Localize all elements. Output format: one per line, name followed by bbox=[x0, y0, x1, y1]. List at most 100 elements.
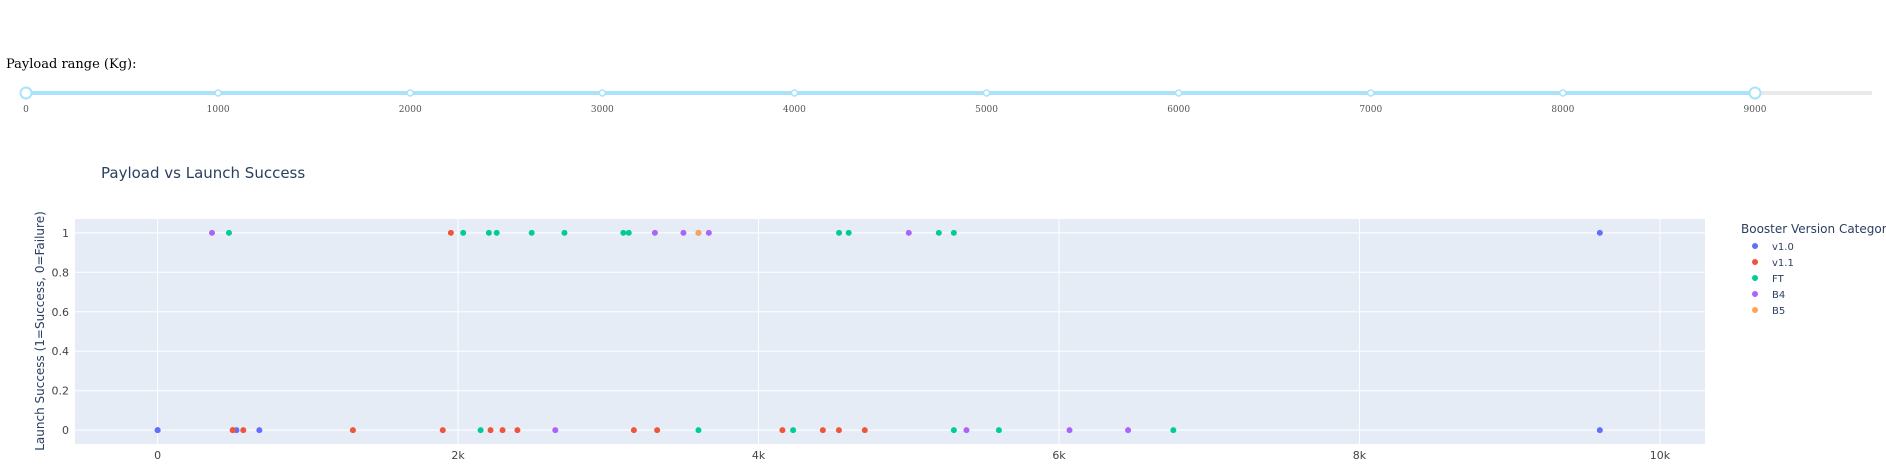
slider-mark-label[interactable]: 5000 bbox=[975, 105, 998, 115]
point-v1.1[interactable] bbox=[487, 427, 494, 434]
point-FT[interactable] bbox=[225, 229, 232, 236]
x-tick-label: 0 bbox=[154, 449, 161, 462]
point-v1.1[interactable] bbox=[514, 427, 521, 434]
y-tick-label: 0.8 bbox=[52, 266, 70, 279]
slider-mark-label[interactable]: 0 bbox=[23, 105, 29, 115]
legend-title: Booster Version Category bbox=[1741, 222, 1886, 236]
y-tick-label: 0 bbox=[62, 424, 69, 437]
point-B4[interactable] bbox=[552, 427, 559, 434]
point-B4[interactable] bbox=[905, 229, 912, 236]
point-v1.1[interactable] bbox=[439, 427, 446, 434]
slider-mark-dot[interactable] bbox=[1367, 89, 1375, 97]
slider-mark-label[interactable]: 6000 bbox=[1167, 105, 1190, 115]
y-axis-ticks: 0 0.2 0.4 0.6 0.8 1 bbox=[52, 227, 70, 437]
point-FT[interactable] bbox=[528, 229, 535, 236]
slider-label: Payload range (Kg): bbox=[6, 57, 137, 72]
point-FT[interactable] bbox=[845, 229, 852, 236]
point-v1.0[interactable] bbox=[1596, 229, 1603, 236]
point-B4[interactable] bbox=[680, 229, 687, 236]
slider-mark-label[interactable]: 8000 bbox=[1551, 105, 1574, 115]
legend-entry[interactable]: FT bbox=[1772, 274, 1785, 285]
point-v1.1[interactable] bbox=[630, 427, 637, 434]
legend-entry[interactable]: B4 bbox=[1772, 290, 1785, 301]
y-tick-label: 1 bbox=[62, 227, 69, 240]
point-B4[interactable] bbox=[705, 229, 712, 236]
legend-marker[interactable] bbox=[1752, 291, 1758, 297]
legend: v1.0 v1.1 FT B4 B5 bbox=[1752, 242, 1794, 317]
x-tick-label: 8k bbox=[1353, 449, 1367, 462]
legend-entry[interactable]: v1.0 bbox=[1772, 242, 1794, 253]
payload-range-slider[interactable]: 0 1000 2000 3000 4000 5000 6000 7000 8000 9000 bbox=[0, 78, 1886, 118]
point-v1.1[interactable] bbox=[779, 427, 786, 434]
point-v1.0[interactable] bbox=[1596, 427, 1603, 434]
x-tick-label: 2k bbox=[451, 449, 465, 462]
slider-mark-dot[interactable] bbox=[790, 89, 799, 97]
y-axis-title: Launch Success (1=Success, 0=Failure) bbox=[33, 211, 47, 451]
legend-marker[interactable] bbox=[1752, 307, 1758, 313]
point-v1.1[interactable] bbox=[861, 427, 868, 434]
point-FT[interactable] bbox=[477, 427, 484, 434]
point-v1.1[interactable] bbox=[447, 229, 454, 236]
point-FT[interactable] bbox=[460, 229, 467, 236]
point-FT[interactable] bbox=[1170, 427, 1177, 434]
payload-success-scatter-chart: Payload vs Launch Success 0 0.2 0.4 0.6 0.8 1… bbox=[33, 164, 1886, 462]
slider-mark-dot[interactable] bbox=[406, 89, 414, 97]
slider-mark-dot[interactable] bbox=[1559, 89, 1567, 97]
x-tick-label: 10k bbox=[1650, 449, 1671, 462]
legend-marker[interactable] bbox=[1752, 259, 1758, 265]
slider-handle-max[interactable] bbox=[1748, 86, 1762, 100]
point-FT[interactable] bbox=[995, 427, 1002, 434]
legend-marker[interactable] bbox=[1752, 243, 1758, 249]
slider-mark-dot[interactable] bbox=[1174, 89, 1183, 97]
point-FT[interactable] bbox=[950, 229, 957, 236]
point-v1.1[interactable] bbox=[499, 427, 506, 434]
point-FT[interactable] bbox=[561, 229, 568, 236]
point-v1.1[interactable] bbox=[349, 427, 356, 434]
point-FT[interactable] bbox=[935, 229, 942, 236]
point-FT[interactable] bbox=[620, 229, 627, 236]
data-points bbox=[154, 229, 1603, 434]
slider-mark-label[interactable]: 9000 bbox=[1744, 105, 1767, 115]
point-v1.1[interactable] bbox=[229, 427, 236, 434]
point-B4[interactable] bbox=[209, 229, 216, 236]
point-FT[interactable] bbox=[836, 229, 843, 236]
point-FT[interactable] bbox=[485, 229, 492, 236]
legend-entry[interactable]: B5 bbox=[1772, 306, 1785, 317]
plot-area bbox=[75, 219, 1705, 444]
grid-lines bbox=[75, 219, 1705, 444]
point-v1.1[interactable] bbox=[240, 427, 247, 434]
x-tick-label: 6k bbox=[1052, 449, 1066, 462]
slider-mark-dot[interactable] bbox=[214, 89, 222, 97]
point-v1.1[interactable] bbox=[819, 427, 826, 434]
point-v1.1[interactable] bbox=[835, 427, 842, 434]
point-FT[interactable] bbox=[625, 229, 632, 236]
point-v1.0[interactable] bbox=[256, 427, 263, 434]
point-B4[interactable] bbox=[1066, 427, 1073, 434]
point-FT[interactable] bbox=[950, 427, 957, 434]
legend-entry[interactable]: v1.1 bbox=[1772, 258, 1794, 269]
point-FT[interactable] bbox=[695, 427, 702, 434]
point-v1.0[interactable] bbox=[154, 427, 161, 434]
slider-mark-label[interactable]: 4000 bbox=[783, 105, 806, 115]
point-FT[interactable] bbox=[790, 427, 797, 434]
point-v1.1[interactable] bbox=[654, 427, 661, 434]
point-B5[interactable] bbox=[695, 229, 702, 236]
slider-mark-label[interactable]: 3000 bbox=[591, 105, 614, 115]
point-FT[interactable] bbox=[493, 229, 500, 236]
slider-mark-dot[interactable] bbox=[598, 89, 607, 97]
x-tick-label: 4k bbox=[752, 449, 766, 462]
slider-mark-label[interactable]: 2000 bbox=[399, 105, 422, 115]
y-tick-label: 0.4 bbox=[52, 345, 70, 358]
y-tick-label: 0.6 bbox=[52, 306, 70, 319]
point-B4[interactable] bbox=[963, 427, 970, 434]
point-B4[interactable] bbox=[1125, 427, 1132, 434]
slider-handle-min[interactable] bbox=[19, 86, 33, 100]
slider-mark-label[interactable]: 1000 bbox=[207, 105, 230, 115]
slider-mark-dot[interactable] bbox=[982, 89, 991, 97]
legend-marker[interactable] bbox=[1752, 275, 1758, 281]
x-axis-ticks: 0 2k 4k 6k 8k 10k bbox=[154, 449, 1671, 462]
chart-title: Payload vs Launch Success bbox=[101, 164, 305, 182]
point-B4[interactable] bbox=[651, 229, 658, 236]
slider-mark-label[interactable]: 7000 bbox=[1359, 105, 1382, 115]
y-tick-label: 0.2 bbox=[52, 385, 70, 398]
